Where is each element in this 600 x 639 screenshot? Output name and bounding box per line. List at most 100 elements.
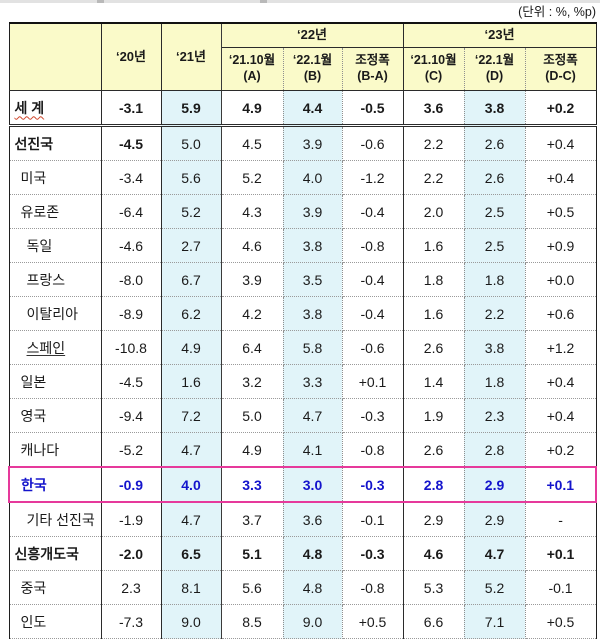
header-sub-a: ‘21.10월 (A) <box>221 47 284 91</box>
value-cell: 7.2 <box>161 398 222 433</box>
value-cell: 9.0 <box>161 604 222 639</box>
value-cell: -2.0 <box>101 536 162 571</box>
table-row: 중국 2.3 8.1 5.6 4.8 -0.8 5.3 5.2 -0.1 <box>9 570 597 605</box>
value-cell: +0.2 <box>525 90 597 127</box>
value-cell: 5.3 <box>403 570 465 605</box>
header-sub-line2: (B-A) <box>357 69 388 83</box>
value-cell: 1.8 <box>464 364 526 399</box>
value-cell: 4.0 <box>161 466 222 503</box>
value-cell: -8.0 <box>101 262 162 297</box>
value-cell: 2.6 <box>464 125 526 161</box>
value-cell: 6.7 <box>161 262 222 297</box>
row-label: 신흥개도국 <box>14 545 79 562</box>
header-sub-line1: ‘22.1월 <box>474 53 515 68</box>
value-cell: +0.4 <box>525 398 597 433</box>
row-label-cell: 미국 <box>9 160 102 195</box>
row-label-cell: 영국 <box>9 398 102 433</box>
value-cell: 4.3 <box>221 194 284 229</box>
value-cell: 5.8 <box>283 330 343 365</box>
table-row: 미국 -3.4 5.6 5.2 4.0 -1.2 2.2 2.6 +0.4 <box>9 160 597 195</box>
value-cell: 3.9 <box>283 125 343 161</box>
header-sub-line1: ‘21.10월 <box>228 53 276 68</box>
value-cell: 7.1 <box>464 604 526 639</box>
row-label: 캐나다 <box>20 441 60 458</box>
table-header: ‘20년 ‘21년 ‘22년 ‘23년 ‘21.10월 (A) ‘22.1월 (B)… <box>9 23 597 91</box>
table-row: 캐나다 -5.2 4.7 4.9 4.1 -0.8 2.6 2.8 +0.2 <box>9 432 597 468</box>
row-label-cell: 독일 <box>9 228 102 263</box>
value-cell: 8.1 <box>161 570 222 605</box>
row-label-cell: 일본 <box>9 364 102 399</box>
value-cell: 3.8 <box>464 330 526 365</box>
value-cell: -5.2 <box>101 432 162 468</box>
value-cell: 2.3 <box>464 398 526 433</box>
header-sub-ba: 조정폭 (B-A) <box>342 47 404 91</box>
header-sub-line1: 조정폭 <box>543 53 578 68</box>
table-body: 세 계 -3.1 5.9 4.9 4.4 -0.5 3.6 3.8 +0.2 선진국 -4.5 5.0… <box>8 90 598 639</box>
table-row: 신흥개도국 -2.0 6.5 5.1 4.8 -0.3 4.6 4.7 +0.1 <box>9 536 597 571</box>
value-cell: 5.2 <box>464 570 526 605</box>
value-cell: +0.5 <box>525 194 597 229</box>
row-label: 스페인 <box>26 339 66 356</box>
value-cell: 4.2 <box>221 296 284 331</box>
unit-label: (단위 : %, %p) <box>518 5 596 19</box>
table-row: 선진국 -4.5 5.0 4.5 3.9 -0.6 2.2 2.6 +0.4 <box>9 125 597 161</box>
value-cell: 4.7 <box>283 398 343 433</box>
table-row: 스페인 -10.8 4.9 6.4 5.8 -0.6 2.6 3.8 +1.2 <box>9 330 597 365</box>
value-cell: 9.0 <box>283 604 343 639</box>
row-label: 인도 <box>20 613 47 630</box>
value-cell: 4.9 <box>221 90 284 127</box>
value-cell: +1.2 <box>525 330 597 365</box>
value-cell: 3.6 <box>403 90 465 127</box>
header-sub-line2: (C) <box>424 69 443 83</box>
value-cell: -0.3 <box>342 398 404 433</box>
value-cell: -0.8 <box>342 432 404 468</box>
row-label: 기타 선진국 <box>26 511 95 528</box>
value-cell: 2.8 <box>464 432 526 468</box>
value-cell: 2.6 <box>403 330 465 365</box>
value-cell: 4.5 <box>221 125 284 161</box>
table-row: 인도 -7.3 9.0 8.5 9.0 +0.5 6.6 7.1 +0.5 <box>9 604 597 639</box>
value-cell: 5.0 <box>161 125 222 161</box>
value-cell: 4.8 <box>283 570 343 605</box>
value-cell: 5.2 <box>161 194 222 229</box>
row-label: 미국 <box>20 169 47 186</box>
value-cell: +0.5 <box>525 604 597 639</box>
value-cell: 1.4 <box>403 364 465 399</box>
row-label: 프랑스 <box>26 271 66 288</box>
value-cell: +0.4 <box>525 364 597 399</box>
value-cell: -0.6 <box>342 330 404 365</box>
value-cell: 1.9 <box>403 398 465 433</box>
row-label-cell: 스페인 <box>9 330 102 365</box>
header-sub-dc: 조정폭 (D-C) <box>525 47 597 91</box>
value-cell: -0.5 <box>342 90 404 127</box>
value-cell: -0.1 <box>342 502 404 537</box>
value-cell: +0.0 <box>525 262 597 297</box>
value-cell: -8.9 <box>101 296 162 331</box>
header-group-22: ‘22년 <box>221 23 404 48</box>
value-cell: 4.6 <box>403 536 465 571</box>
row-label-cell: 중국 <box>9 570 102 605</box>
header-sub-c: ‘21.10월 (C) <box>403 47 465 91</box>
table-row: 영국 -9.4 7.2 5.0 4.7 -0.3 1.9 2.3 +0.4 <box>9 398 597 433</box>
value-cell: 3.2 <box>221 364 284 399</box>
value-cell: -10.8 <box>101 330 162 365</box>
value-cell: 3.9 <box>221 262 284 297</box>
value-cell: -0.8 <box>342 570 404 605</box>
value-cell: 2.7 <box>161 228 222 263</box>
value-cell: 3.8 <box>464 90 526 127</box>
value-cell: 3.6 <box>283 502 343 537</box>
row-label-cell: 세 계 <box>9 90 102 127</box>
value-cell: +0.1 <box>525 536 597 571</box>
row-label-cell: 프랑스 <box>9 262 102 297</box>
value-cell: 4.1 <box>283 432 343 468</box>
value-cell: -3.4 <box>101 160 162 195</box>
row-label-cell: 기타 선진국 <box>9 502 102 537</box>
value-cell: -1.2 <box>342 160 404 195</box>
value-cell: +0.1 <box>525 466 598 503</box>
value-cell: -0.9 <box>101 466 162 503</box>
value-cell: +0.4 <box>525 125 597 161</box>
value-cell: 3.9 <box>283 194 343 229</box>
clipped-fragment-mark <box>97 0 104 3</box>
value-cell: 6.4 <box>221 330 284 365</box>
value-cell: 6.6 <box>403 604 465 639</box>
